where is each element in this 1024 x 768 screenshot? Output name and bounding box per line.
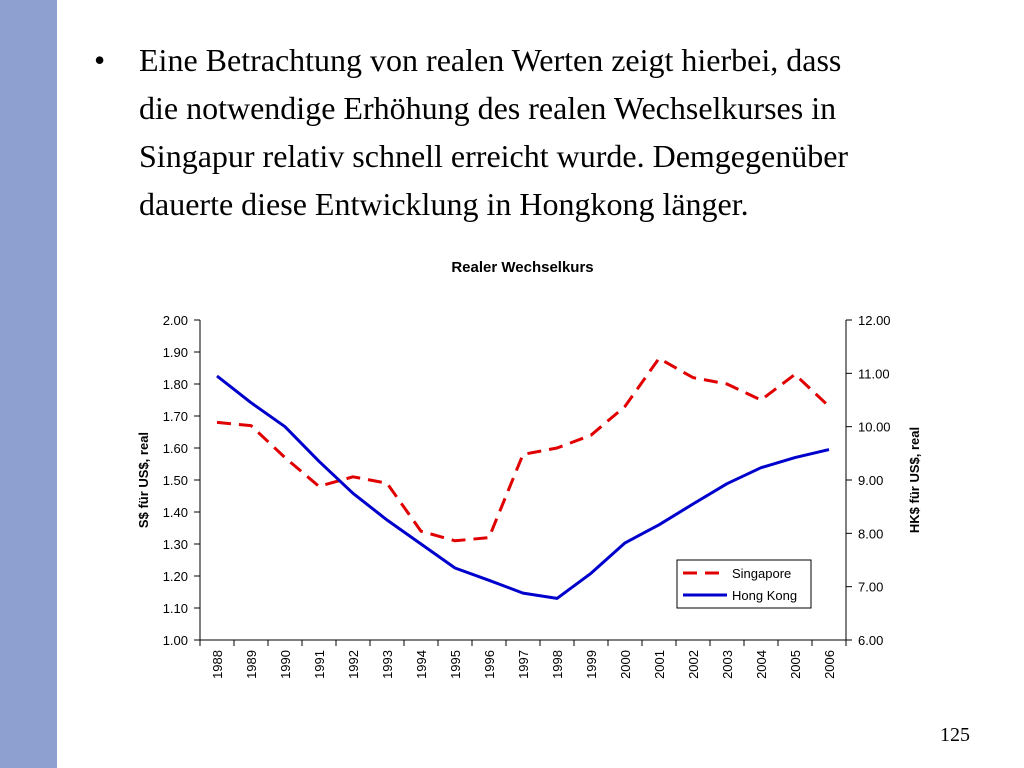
bullet-line: Eine Betrachtung von realen Werten zeigt… bbox=[139, 42, 842, 78]
y-left-tick-label: 1.50 bbox=[163, 473, 188, 488]
series-line-hong-kong bbox=[216, 374, 830, 600]
x-tick-label: 1998 bbox=[550, 650, 565, 679]
y-left-tick-label: 1.70 bbox=[163, 409, 188, 424]
y-right-tick-label: 8.00 bbox=[858, 526, 883, 541]
bullet-line: dauerte diese Entwicklung in Hongkong lä… bbox=[139, 186, 749, 222]
y-left-axis-label: S$ für US$, real bbox=[136, 432, 151, 528]
slide-sidebar bbox=[0, 0, 57, 768]
y-right-tick-label: 11.00 bbox=[858, 366, 890, 381]
y-left-tick-label: 2.00 bbox=[163, 313, 188, 328]
y-left-tick-label: 1.80 bbox=[163, 377, 188, 392]
legend-label: Hong Kong bbox=[732, 588, 797, 603]
x-tick-label: 1999 bbox=[584, 650, 599, 679]
y-left-tick-label: 1.40 bbox=[163, 505, 188, 520]
x-tick-label: 1994 bbox=[414, 650, 429, 679]
y-left-tick-label: 1.90 bbox=[163, 345, 188, 360]
x-tick-label: 1993 bbox=[380, 650, 395, 679]
legend-box bbox=[676, 559, 812, 609]
y-right-tick-label: 7.00 bbox=[858, 580, 883, 595]
page-number: 125 bbox=[940, 724, 970, 746]
y-left-tick-label: 1.60 bbox=[163, 441, 188, 456]
y-right-tick-label: 9.00 bbox=[858, 473, 883, 488]
y-right-axis-label: HK$ für US$, real bbox=[907, 427, 922, 533]
x-tick-label: 2001 bbox=[652, 650, 667, 679]
bullet-line: die notwendige Erhöhung des realen Wechs… bbox=[139, 90, 837, 126]
x-tick-label: 1997 bbox=[516, 650, 531, 679]
x-tick-label: 1991 bbox=[312, 650, 327, 679]
y-left-tick-label: 1.10 bbox=[163, 601, 188, 616]
legend-label: Singapore bbox=[732, 566, 791, 581]
y-right-tick-label: 12.00 bbox=[858, 313, 891, 328]
x-tick-label: 2003 bbox=[720, 650, 735, 679]
series-line-singapore bbox=[216, 356, 831, 543]
x-tick-label: 1988 bbox=[210, 650, 225, 679]
x-tick-label: 2000 bbox=[618, 650, 633, 679]
x-tick-label: 1995 bbox=[448, 650, 463, 679]
x-tick-label: 1990 bbox=[278, 650, 293, 679]
x-tick-label: 2004 bbox=[754, 650, 769, 679]
y-left-tick-label: 1.30 bbox=[163, 537, 188, 552]
x-tick-label: 1992 bbox=[346, 650, 361, 679]
y-right-tick-label: 10.00 bbox=[858, 420, 891, 435]
bullet-symbol: • bbox=[94, 42, 106, 78]
y-left-tick-label: 1.00 bbox=[163, 633, 188, 648]
x-tick-label: 2005 bbox=[788, 650, 803, 679]
y-left-tick-label: 1.20 bbox=[163, 569, 188, 584]
bullet-text: Eine Betrachtung von realen Werten zeigt… bbox=[139, 36, 969, 228]
x-tick-label: 2002 bbox=[686, 650, 701, 679]
x-tick-label: 1989 bbox=[244, 650, 259, 679]
x-tick-label: 2006 bbox=[822, 650, 837, 679]
chart-title: Realer Wechselkurs bbox=[451, 259, 594, 276]
x-tick-label: 1996 bbox=[482, 650, 497, 679]
bullet-line: Singapur relativ schnell erreicht wurde.… bbox=[139, 138, 849, 174]
y-right-tick-label: 6.00 bbox=[858, 633, 883, 648]
